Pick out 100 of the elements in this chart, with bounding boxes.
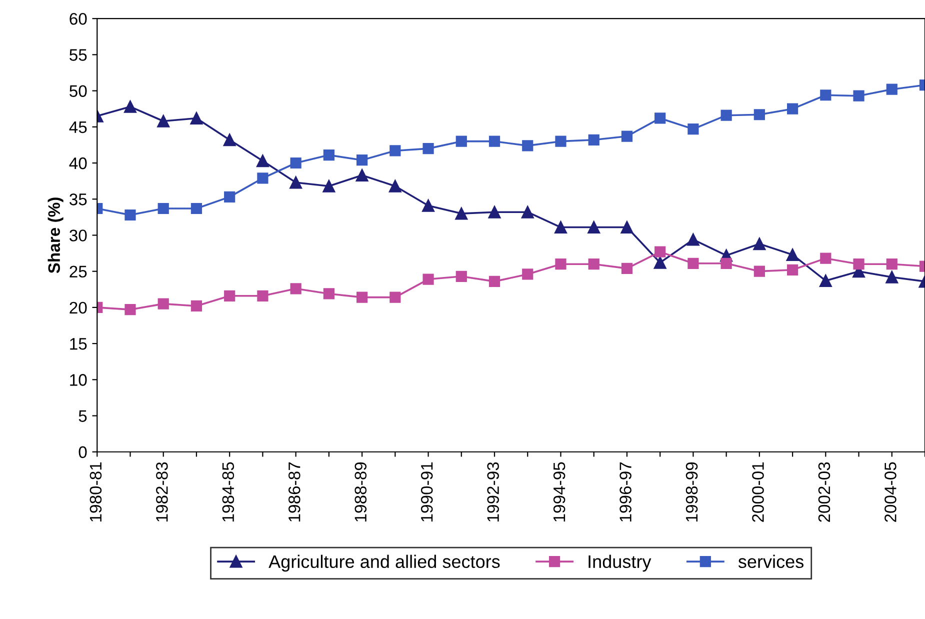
point bbox=[488, 276, 500, 287]
point bbox=[753, 238, 766, 250]
point bbox=[488, 206, 501, 218]
y-tick-label: 10 bbox=[70, 374, 87, 386]
point bbox=[688, 258, 699, 269]
point bbox=[455, 207, 468, 220]
y-tick-label: 5 bbox=[78, 410, 87, 422]
legend-label: Industry bbox=[588, 554, 652, 572]
point bbox=[521, 206, 534, 218]
point bbox=[853, 90, 864, 102]
point bbox=[720, 110, 732, 121]
point bbox=[257, 290, 268, 302]
point bbox=[257, 172, 268, 184]
point bbox=[786, 264, 798, 276]
point bbox=[588, 221, 600, 234]
y-tick-label: 0 bbox=[78, 446, 87, 458]
x-tick-label: 2002-03 bbox=[818, 462, 830, 522]
y-tick-label: 35 bbox=[70, 194, 87, 206]
x-tick-label: 2000-01 bbox=[752, 462, 764, 522]
point bbox=[290, 157, 302, 169]
point bbox=[422, 143, 434, 154]
point bbox=[554, 221, 567, 234]
x-tick-label: 1988-89 bbox=[354, 462, 367, 522]
x-tick-label: 1992-93 bbox=[487, 462, 499, 522]
x-tick-label: 1986-87 bbox=[288, 462, 300, 522]
x-tick-label: 1990-91 bbox=[420, 462, 433, 522]
point bbox=[621, 130, 633, 142]
point bbox=[688, 124, 699, 135]
point bbox=[786, 248, 799, 261]
point bbox=[224, 191, 236, 202]
point bbox=[720, 258, 732, 269]
point bbox=[223, 134, 236, 146]
point bbox=[157, 114, 170, 128]
point bbox=[323, 150, 334, 161]
y-tick-label: 15 bbox=[70, 338, 87, 350]
legend-label: Agriculture and allied sectors bbox=[268, 554, 500, 572]
point bbox=[654, 112, 666, 124]
y-tick-label: 30 bbox=[70, 230, 87, 242]
point bbox=[456, 136, 467, 147]
point bbox=[224, 290, 236, 302]
point bbox=[390, 292, 401, 303]
point bbox=[686, 233, 700, 246]
x-tick-label: 1994-95 bbox=[553, 462, 566, 522]
point bbox=[555, 136, 566, 147]
point bbox=[190, 300, 202, 312]
point bbox=[124, 304, 136, 316]
point bbox=[323, 288, 334, 300]
point bbox=[886, 270, 898, 284]
point bbox=[388, 180, 402, 192]
point bbox=[621, 262, 633, 274]
y-tick-label: 60 bbox=[70, 12, 87, 25]
point bbox=[158, 298, 169, 310]
point bbox=[322, 180, 336, 192]
point bbox=[588, 134, 600, 146]
point bbox=[124, 100, 136, 113]
point bbox=[654, 246, 666, 258]
point bbox=[886, 258, 898, 270]
point bbox=[853, 258, 864, 270]
point bbox=[190, 112, 203, 124]
point bbox=[158, 202, 169, 214]
y-tick-label: 50 bbox=[70, 85, 87, 97]
point bbox=[588, 258, 600, 270]
point bbox=[522, 140, 534, 152]
point bbox=[356, 154, 368, 166]
point bbox=[488, 136, 500, 147]
point bbox=[654, 256, 666, 269]
legend-label: services bbox=[738, 554, 804, 568]
y-tick-label: 20 bbox=[70, 302, 87, 314]
point bbox=[820, 90, 832, 101]
point bbox=[819, 274, 832, 287]
point bbox=[290, 176, 302, 189]
point bbox=[886, 84, 898, 95]
point bbox=[256, 154, 269, 168]
point bbox=[390, 145, 401, 156]
point bbox=[422, 274, 434, 285]
point bbox=[190, 202, 202, 214]
point bbox=[620, 221, 634, 234]
x-tick-label: 1984-85 bbox=[222, 462, 234, 522]
point bbox=[356, 292, 368, 303]
point bbox=[820, 252, 832, 264]
point bbox=[522, 268, 534, 280]
y-tick-label: 25 bbox=[70, 266, 87, 278]
point bbox=[456, 270, 467, 282]
x-tick-label: 1998-99 bbox=[686, 462, 698, 522]
y-axis-title: Share (%) bbox=[48, 198, 64, 274]
y-tick-label: 40 bbox=[69, 157, 87, 170]
point bbox=[754, 266, 765, 277]
point bbox=[124, 209, 136, 221]
point bbox=[555, 258, 566, 270]
point bbox=[754, 109, 765, 120]
y-tick-label: 45 bbox=[69, 121, 87, 134]
point bbox=[290, 283, 302, 294]
x-tick-label: 2004-05 bbox=[884, 462, 896, 522]
x-tick-label: 1980-81 bbox=[90, 462, 102, 522]
x-tick-label: 1996-97 bbox=[620, 462, 632, 522]
point bbox=[356, 169, 368, 182]
x-tick-label: 1982-83 bbox=[156, 462, 168, 522]
point bbox=[422, 199, 435, 212]
point bbox=[786, 103, 798, 114]
y-tick-label: 55 bbox=[70, 49, 87, 61]
